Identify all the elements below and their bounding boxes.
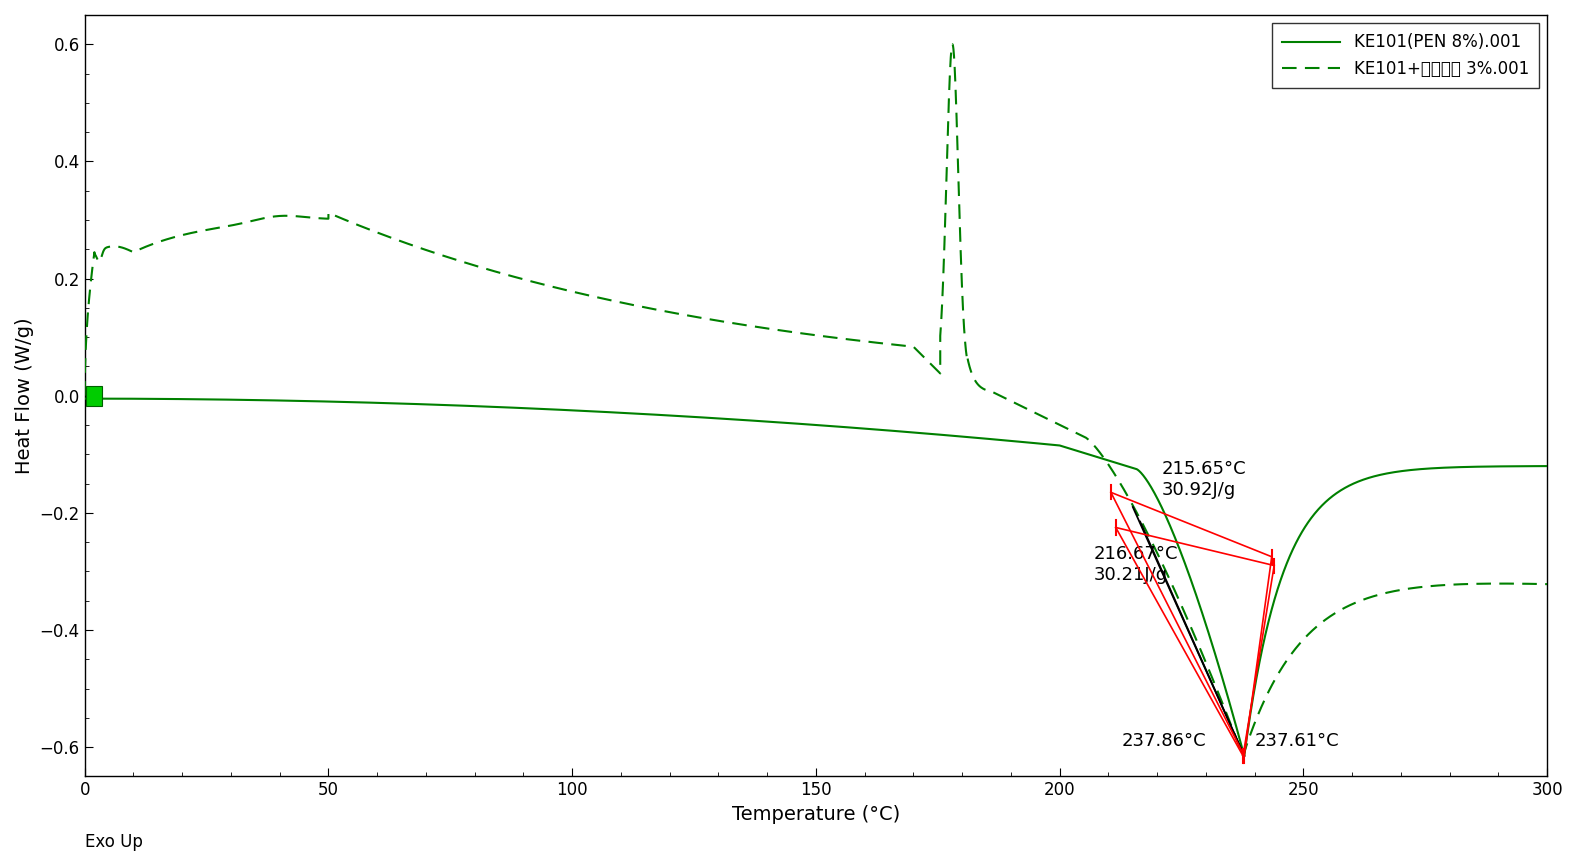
Text: 237.86°C: 237.86°C [1122, 733, 1206, 751]
Text: 216.67°C
30.21J/g: 216.67°C 30.21J/g [1094, 545, 1179, 584]
Bar [87, 386, 101, 405]
Text: Exo Up: Exo Up [85, 833, 142, 851]
X-axis label: Temperature (°C): Temperature (°C) [732, 805, 899, 824]
Text: 237.61°C: 237.61°C [1255, 733, 1340, 751]
Text: 215.65°C
30.92J/g: 215.65°C 30.92J/g [1161, 460, 1247, 499]
Y-axis label: Heat Flow (W/g): Heat Flow (W/g) [16, 317, 35, 474]
Legend: KE101(PEN 8%).001, KE101+카본블랙 3%.001: KE101(PEN 8%).001, KE101+카본블랙 3%.001 [1272, 23, 1539, 88]
